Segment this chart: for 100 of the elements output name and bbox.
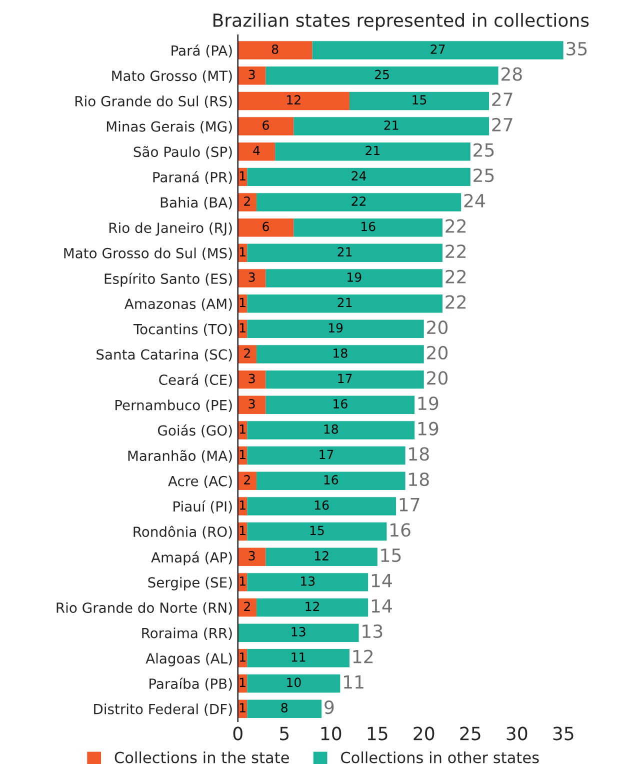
data-label: 1	[240, 500, 246, 510]
data-label: 3	[248, 374, 255, 384]
data-label: 25	[375, 70, 389, 80]
bar	[238, 193, 256, 212]
y-tick-label: Bahia (BA)	[160, 196, 232, 210]
y-tick-label: Alagoas (AL)	[146, 652, 232, 666]
y-tick-label: Tocantins (TO)	[133, 324, 232, 336]
bar	[256, 193, 462, 212]
y-tick-label: Piauí (PI)	[174, 500, 232, 514]
data-label: 10	[287, 678, 301, 688]
bar	[247, 320, 424, 338]
total-label: 19	[418, 396, 438, 410]
data-label: 15	[310, 526, 324, 536]
data-label: 13	[301, 576, 315, 586]
bar	[238, 396, 266, 414]
bar	[247, 674, 340, 693]
data-label: 19	[328, 323, 343, 333]
total-label: 15	[381, 548, 401, 562]
bar	[266, 370, 424, 389]
bar	[349, 92, 489, 110]
bar	[312, 41, 564, 60]
bar	[238, 218, 294, 237]
total-label: 22	[446, 244, 466, 258]
data-label: 1	[240, 450, 246, 459]
data-label: 1	[240, 703, 246, 712]
data-label: 1	[240, 171, 246, 180]
bar	[256, 472, 406, 490]
bar	[238, 548, 266, 566]
data-label: 18	[334, 348, 348, 358]
total-label: 25	[474, 168, 494, 182]
data-label: 8	[272, 44, 278, 54]
bar	[247, 700, 322, 718]
total-label: 22	[446, 295, 466, 309]
y-tick-label: São Paulo (SP)	[134, 146, 232, 159]
bar	[238, 66, 266, 85]
bar	[266, 548, 378, 566]
data-label: 17	[320, 450, 334, 459]
data-label: 12	[315, 551, 328, 560]
y-tick-label: Roraima (RR)	[142, 628, 232, 640]
data-label: 8	[281, 703, 288, 712]
data-label: 4	[253, 146, 260, 156]
data-label: 2	[244, 475, 250, 484]
data-label: 1	[240, 678, 246, 687]
y-tick-label: Espírito Santo (ES)	[104, 272, 232, 287]
data-label: 18	[324, 424, 338, 434]
bar	[247, 497, 396, 516]
data-label: 27	[430, 44, 445, 54]
x-tick-label: 15	[368, 726, 388, 740]
total-label: 18	[409, 447, 429, 461]
bar	[275, 142, 470, 161]
bar	[247, 522, 387, 541]
data-label: 2	[244, 196, 250, 206]
y-tick-label: Goiás (GO)	[158, 424, 232, 438]
data-label: 3	[248, 399, 255, 409]
data-label: 1	[240, 247, 246, 256]
data-label: 21	[366, 146, 380, 156]
data-label: 1	[240, 424, 246, 434]
data-label: 16	[362, 222, 376, 232]
total-label: 14	[372, 599, 392, 613]
total-label: 20	[427, 346, 448, 360]
bar	[247, 573, 368, 592]
data-label: 16	[315, 500, 329, 510]
bar	[238, 142, 276, 161]
y-tick-label: Paraná (PR)	[153, 171, 232, 184]
bar	[294, 218, 442, 237]
data-label: 6	[262, 222, 269, 232]
total-label: 24	[464, 194, 485, 208]
chart-title: Brazilian states represented in collections	[214, 13, 589, 31]
y-tick-label: Amazonas (AM)	[124, 298, 232, 311]
bar	[266, 396, 415, 414]
y-tick-label: Distrito Federal (DF)	[94, 704, 232, 716]
bar	[238, 117, 294, 136]
bar	[238, 41, 312, 60]
x-tick-label: 0	[233, 726, 242, 740]
y-tick-label: Maranhão (MA)	[128, 450, 232, 463]
total-label: 20	[427, 320, 448, 334]
total-label: 18	[409, 472, 429, 486]
bar	[247, 168, 470, 186]
data-label: 1	[240, 652, 246, 662]
x-tick-label: 10	[321, 726, 342, 740]
legend-label: Collections in other states	[341, 751, 539, 764]
data-label: 3	[248, 70, 255, 80]
y-tick-label: Amapá (AP)	[151, 551, 232, 566]
data-label: 16	[334, 399, 348, 409]
data-label: 15	[412, 95, 426, 105]
total-label: 27	[492, 92, 512, 106]
total-label: 22	[446, 270, 466, 284]
data-label: 1	[240, 576, 246, 586]
total-label: 17	[400, 498, 420, 512]
y-tick-label: Rio de Janeiro (RJ)	[109, 222, 232, 236]
x-tick-label: 5	[280, 726, 289, 740]
data-label: 24	[352, 171, 366, 180]
total-label: 20	[427, 371, 448, 385]
bar	[256, 598, 368, 617]
y-tick-label: Rondônia (RO)	[134, 526, 232, 539]
total-label: 12	[353, 650, 373, 664]
total-label: 25	[474, 143, 494, 157]
total-label: 9	[324, 700, 334, 714]
bar	[256, 345, 424, 364]
y-tick-label: Pernambuco (PE)	[116, 400, 232, 412]
